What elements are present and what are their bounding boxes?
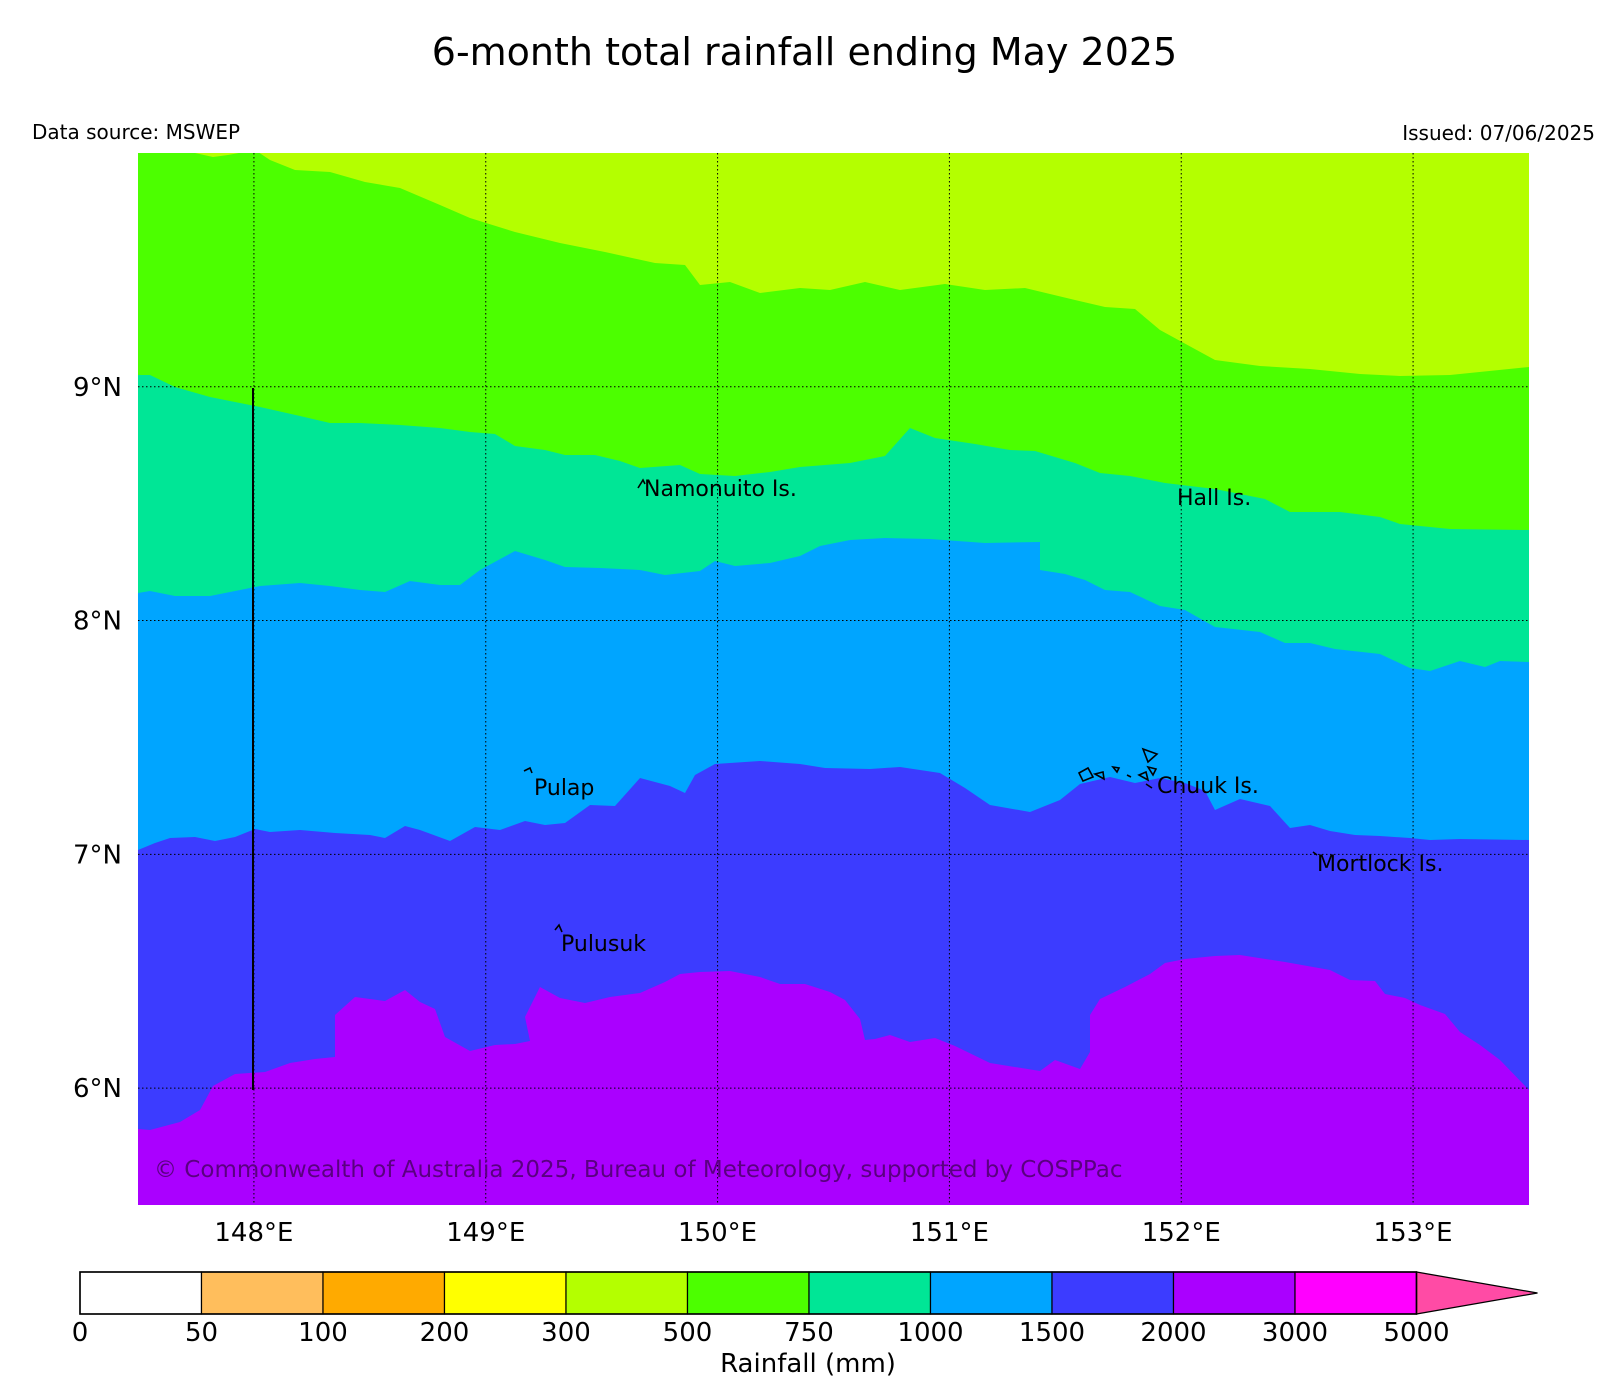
colorbar-tick-label: 5000 — [1383, 1318, 1449, 1348]
colorbar-segment — [1051, 1271, 1175, 1315]
longitude-labels: 148°E 149°E 150°E 151°E 152°E 153°E — [214, 1218, 1452, 1248]
colorbar-tick-label: 300 — [541, 1318, 591, 1348]
colorbar-tick-label: 750 — [784, 1318, 834, 1348]
place-label-chuuk: Chuuk Is. — [1157, 774, 1259, 799]
lon-tick-label: 152°E — [1142, 1218, 1221, 1248]
place-label-namonuito: Namonuito Is. — [644, 477, 797, 502]
lat-tick-label: 6°N — [73, 1074, 122, 1104]
place-label-mortlock: Mortlock Is. — [1317, 852, 1443, 877]
colorbar-tick-label: 1500 — [1019, 1318, 1085, 1348]
colorbar-segment — [1172, 1271, 1296, 1315]
lon-tick-label: 151°E — [910, 1218, 989, 1248]
island-outlines — [523, 478, 1318, 933]
colorbar-tick-label: 3000 — [1262, 1318, 1328, 1348]
colorbar-segment — [808, 1271, 932, 1315]
colorbar-segment — [79, 1271, 203, 1315]
colorbar-outline — [79, 1271, 1418, 1315]
colorbar-segment — [322, 1271, 446, 1315]
pulusuk-island-outline — [554, 923, 563, 933]
colorbar-tick-label: 500 — [663, 1318, 713, 1348]
colorbar-extend-arrow — [1415, 1271, 1538, 1315]
place-label-pulusuk: Pulusuk — [561, 932, 646, 957]
colorbar-segment — [686, 1271, 810, 1315]
colorbar-segment — [565, 1271, 689, 1315]
data-source-label: Data source: MSWEP — [32, 120, 241, 144]
colorbar-segment — [1294, 1271, 1418, 1315]
lon-tick-label: 153°E — [1374, 1218, 1453, 1248]
colorbar-segment — [929, 1271, 1053, 1315]
rainfall-contours — [138, 153, 1529, 1205]
colorbar-tick-label: 1000 — [897, 1318, 963, 1348]
place-labels: Namonuito Is. Hall Is. Pulap Chuuk Is. M… — [534, 477, 1443, 957]
copyright-notice: © Commonwealth of Australia 2025, Bureau… — [154, 1157, 1123, 1183]
lon-tick-label: 148°E — [214, 1218, 293, 1248]
namonuito-island-outline — [637, 478, 646, 489]
colorbar-segment — [443, 1271, 567, 1315]
mortlock-island-outline — [1312, 851, 1318, 856]
lon-tick-label: 150°E — [678, 1218, 757, 1248]
place-label-pulap: Pulap — [534, 776, 594, 801]
lat-tick-label: 9°N — [73, 373, 122, 403]
map-title: 6-month total rainfall ending May 2025 — [431, 30, 1178, 74]
colorbar-label: Rainfall (mm) — [720, 1349, 896, 1379]
place-label-hall: Hall Is. — [1177, 486, 1251, 511]
colorbar-tick-label: 2000 — [1140, 1318, 1206, 1348]
colorbar-segment — [200, 1271, 324, 1315]
colorbar-tick-label: 200 — [420, 1318, 470, 1348]
chuuk-island-outline — [1077, 747, 1159, 789]
colorbar-tick-label: 0 — [72, 1318, 89, 1348]
colorbar-tick-label: 100 — [298, 1318, 348, 1348]
lat-tick-label: 8°N — [73, 607, 122, 637]
lat-tick-label: 7°N — [73, 840, 122, 870]
lon-tick-label: 149°E — [446, 1218, 525, 1248]
latitude-labels: 6°N 7°N 8°N 9°N — [73, 373, 122, 1104]
issued-date-label: Issued: 07/06/2025 — [1402, 121, 1595, 145]
colorbar-tick-label: 50 — [185, 1318, 218, 1348]
rainfall-colorbar: 0 50 100 200 300 500 750 1000 1500 2000 3000 5000 — [72, 1271, 1538, 1348]
pulap-island-outline — [523, 766, 533, 774]
